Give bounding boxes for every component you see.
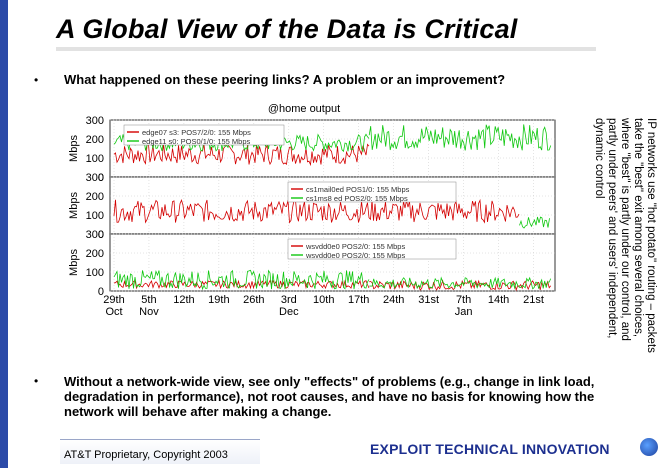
x-month-label: Nov	[139, 306, 159, 318]
y-tick-label: 300	[86, 172, 104, 184]
y-tick-label: 100	[86, 153, 104, 165]
y-tick-label: 0	[98, 286, 104, 298]
x-tick-label: 24th	[383, 294, 404, 306]
legend-entry: wsvdd0e0 POS2/0: 155 Mbps	[305, 242, 405, 251]
series-line-green	[369, 276, 552, 290]
y-tick-label: 200	[86, 248, 104, 260]
series-line-red	[113, 143, 370, 167]
y-tick-label: 300	[86, 115, 104, 127]
y-axis-label: Mbps	[68, 249, 80, 276]
x-tick-label: 29th	[103, 294, 124, 306]
x-tick-label: 21st	[523, 294, 544, 306]
bullet-marker: •	[34, 73, 39, 87]
series-line-green	[519, 216, 550, 229]
chart-legend-box	[287, 238, 457, 260]
slide-title: A Global View of the Data is Critical	[56, 14, 518, 44]
legend-entry: edge07 s3: POS7/2/0: 155 Mbps	[142, 128, 251, 137]
x-tick-label: 10th	[313, 294, 334, 306]
x-month-label: Jan	[455, 306, 473, 318]
y-tick-label: 200	[86, 134, 104, 146]
side-note: IP networks use "hot potato" routing – p…	[561, 118, 657, 358]
x-tick-label: 26th	[243, 294, 264, 306]
chart-title: @home output	[268, 103, 340, 115]
x-tick-label: 19th	[208, 294, 229, 306]
x-tick-label: 3rd	[281, 294, 297, 306]
legend-entry: cs1mail0ed POS1/0: 155 Mbps	[306, 185, 410, 194]
slide-side-strip	[0, 0, 8, 468]
series-line-green	[368, 124, 552, 151]
legend-entry: wsvdd0e0 POS2/0: 155 Mbps	[305, 251, 405, 260]
traffic-chart-svg: @home output 0 100 200 300 Mbps edge07 s3: POS…	[68, 103, 556, 318]
bullet-text-global-view: Without a network-wide view, see only "e…	[64, 374, 595, 419]
x-tick-label: 5th	[141, 294, 156, 306]
y-tick-label: 100	[86, 267, 104, 279]
series-line-green	[113, 269, 370, 291]
footer-copyright: AT&T Proprietary, Copyright 2003	[60, 439, 260, 464]
x-tick-label: 14th	[488, 294, 509, 306]
x-tick-label: 7th	[456, 294, 471, 306]
y-axis-label: Mbps	[68, 135, 80, 162]
series-line-red	[369, 279, 552, 292]
chart-legend-box	[287, 181, 457, 203]
x-month-label: Oct	[105, 306, 122, 318]
y-axis-label: Mbps	[68, 192, 80, 219]
legend-entry: edge11 s0: POS0/1/0: 155 Mbps	[142, 137, 251, 146]
traffic-chart: @home output 0 100 200 300 Mbps edge07 s3: POS…	[60, 100, 560, 362]
x-tick-label: 31st	[418, 294, 439, 306]
att-globe-icon	[640, 438, 658, 456]
y-tick-label: 0	[98, 229, 104, 241]
y-tick-label: 0	[98, 172, 104, 184]
footer-copyright-text: AT&T Proprietary, Copyright 2003	[64, 449, 228, 461]
y-tick-label: 100	[86, 210, 104, 222]
y-tick-label: 300	[86, 229, 104, 241]
y-tick-label: 200	[86, 191, 104, 203]
bullet-text-peering: What happened on these peering links? A …	[64, 72, 506, 87]
x-tick-label: 12th	[173, 294, 194, 306]
bullet-marker: •	[34, 374, 39, 388]
x-tick-label: 17th	[348, 294, 369, 306]
side-note-text: IP networks use "hot potato" routing – p…	[593, 118, 657, 353]
title-underline	[56, 47, 596, 51]
series-line-red	[113, 198, 520, 224]
footer-tagline: EXPLOIT TECHNICAL INNOVATION	[370, 441, 610, 457]
legend-entry: cs1ms8 ed POS2/0: 155 Mbps	[306, 194, 408, 203]
x-month-label: Dec	[279, 306, 299, 318]
chart-legend-box	[123, 124, 285, 146]
